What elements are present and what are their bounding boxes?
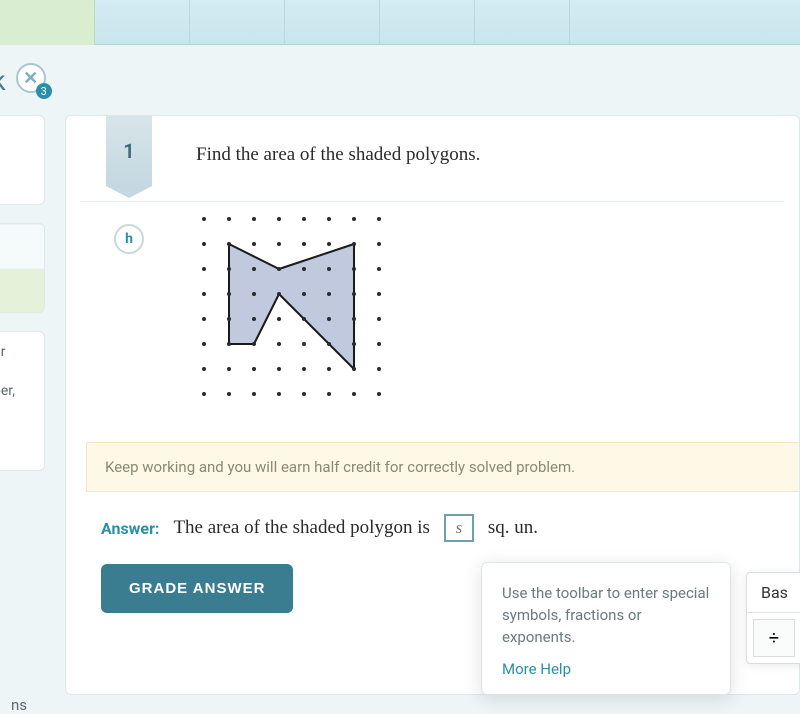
text-fragment: ns	[11, 696, 27, 714]
question-panel: 1 Find the area of the shaded polygons. …	[65, 115, 800, 695]
sidebar-card: ur per, e	[0, 331, 45, 471]
page-title: work	[0, 64, 6, 97]
text-fragment: ur	[0, 342, 40, 363]
answer-prefix: The area of the shaded polygon is	[173, 517, 429, 539]
streak-badge[interactable]: ✕ 3	[16, 63, 50, 97]
sidebar-card	[0, 115, 45, 205]
sidebar: b i ur per, e	[0, 115, 45, 695]
top-tab[interactable]	[380, 0, 475, 45]
question-number-ribbon: 1	[106, 116, 152, 186]
help-text: Use the toolbar to enter special symbols…	[502, 583, 710, 648]
question-number: 1	[123, 139, 134, 163]
symbol-toolbar: Bas ÷ ℝ	[746, 572, 800, 664]
text-fragment: per,	[0, 381, 40, 402]
grade-answer-button[interactable]: GRADE ANSWER	[101, 564, 293, 613]
hint-button[interactable]: h	[114, 224, 144, 254]
sidebar-text: ur per, e	[0, 332, 44, 433]
more-help-link[interactable]: More Help	[502, 660, 710, 678]
top-tab[interactable]	[190, 0, 285, 45]
text-fragment: e	[0, 402, 40, 423]
toolbar-tab-basic[interactable]: Bas	[747, 573, 800, 613]
divider	[81, 201, 784, 202]
badge-symbol: ✕	[23, 68, 38, 89]
top-tab[interactable]	[285, 0, 380, 45]
top-tab[interactable]	[95, 0, 190, 45]
badge-count: 3	[36, 83, 52, 99]
question-prompt: Find the area of the shaded polygons.	[196, 144, 480, 166]
sidebar-card: b i	[0, 223, 45, 313]
sidebar-item[interactable]: i	[0, 268, 44, 312]
help-tooltip: Use the toolbar to enter special symbols…	[481, 562, 731, 695]
polygon-dotgrid	[196, 211, 406, 421]
answer-suffix: sq. un.	[488, 517, 538, 539]
answer-input[interactable]	[444, 514, 474, 542]
notice-text: Keep working and you will earn half cred…	[105, 458, 575, 476]
top-tab[interactable]	[475, 0, 570, 45]
sidebar-item[interactable]: b	[0, 224, 44, 268]
page-header: work ✕ 3	[0, 45, 800, 115]
top-tab-active[interactable]	[0, 0, 95, 45]
toolbar-divide-button[interactable]: ÷	[753, 619, 795, 657]
hint-label: h	[125, 231, 133, 247]
credit-notice: Keep working and you will earn half cred…	[86, 442, 799, 492]
question-figure	[196, 211, 406, 425]
top-nav	[0, 0, 800, 45]
answer-label: Answer:	[101, 519, 159, 538]
grade-button-label: GRADE ANSWER	[129, 580, 265, 597]
answer-row: Answer: The area of the shaded polygon i…	[101, 514, 538, 542]
